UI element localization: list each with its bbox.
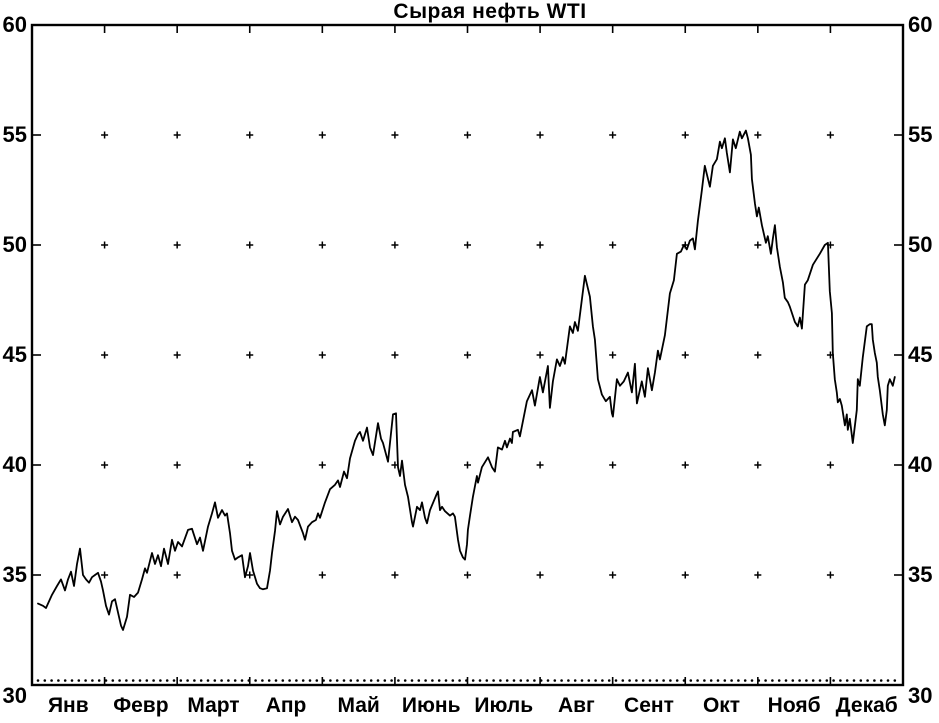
month-label: Нояб	[767, 694, 821, 717]
month-label: Авг	[557, 694, 595, 717]
y-axis-label-left: 45	[2, 342, 27, 367]
month-label: Июнь	[401, 694, 461, 717]
y-axis-label-right: 45	[908, 342, 933, 367]
y-axis-label-left: 35	[2, 562, 27, 587]
month-label: Сент	[624, 694, 674, 717]
price-line	[37, 129, 896, 631]
y-axis-label-left: 30	[2, 683, 27, 708]
month-label: Окт	[702, 694, 741, 717]
y-axis-label-left: 40	[2, 452, 27, 477]
month-label: Апр	[265, 694, 307, 717]
y-axis-label-right: 30	[908, 683, 933, 708]
month-label: Май	[337, 694, 380, 717]
y-axis-label-right: 50	[908, 232, 933, 257]
chart-title: Сырая нефть WTI	[393, 0, 587, 23]
month-label: Февр	[113, 694, 169, 717]
y-axis-label-right: 60	[908, 12, 933, 37]
y-axis-label-left: 60	[2, 12, 27, 37]
y-axis-label-right: 55	[908, 122, 933, 147]
y-axis-label-right: 40	[908, 452, 933, 477]
month-label: Декаб	[835, 694, 898, 717]
y-axis-label-left: 55	[2, 122, 27, 147]
y-axis-label-left: 50	[2, 232, 27, 257]
month-label: Янв	[47, 694, 89, 717]
y-axis-label-right: 35	[908, 562, 933, 587]
month-label: Июль	[474, 694, 534, 717]
month-label: Март	[187, 694, 240, 717]
